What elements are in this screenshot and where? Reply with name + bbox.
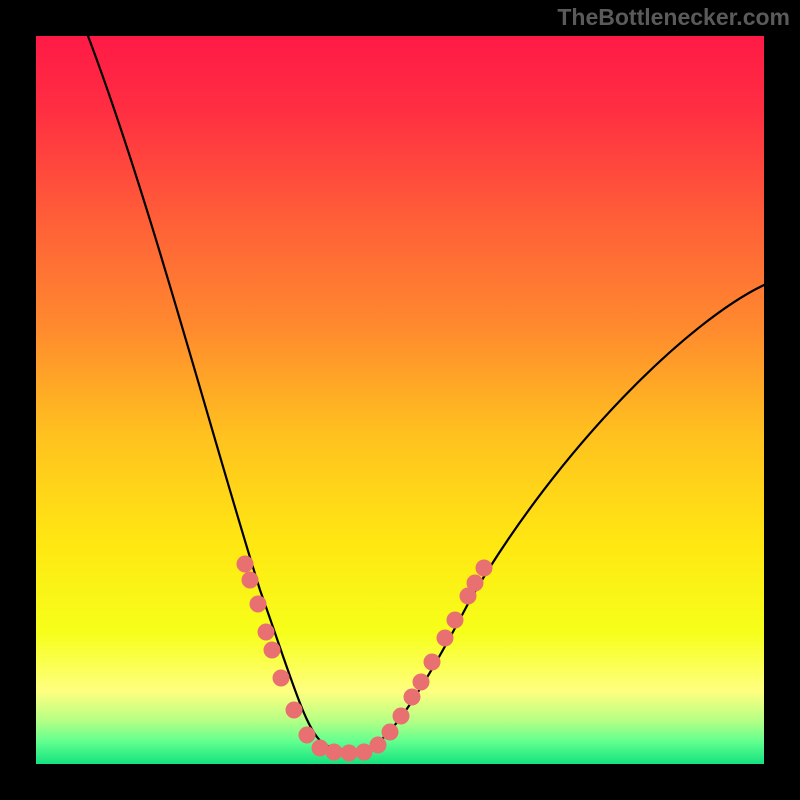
chart-root: TheBottlenecker.com bbox=[0, 0, 800, 800]
watermark-text: TheBottlenecker.com bbox=[557, 4, 790, 31]
chart-svg bbox=[0, 0, 800, 800]
